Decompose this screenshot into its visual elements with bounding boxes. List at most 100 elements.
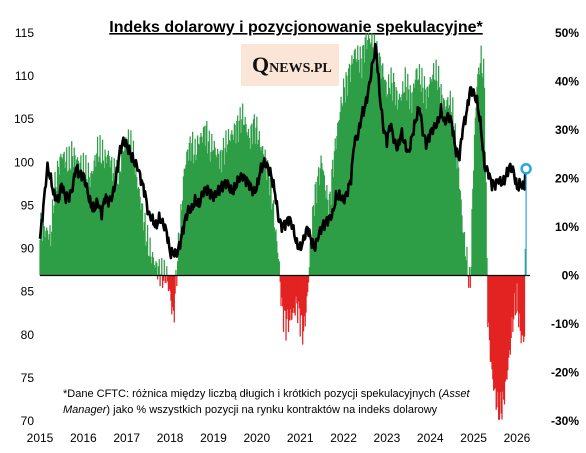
positioning-bar (236, 120, 238, 276)
positioning-bar (70, 170, 72, 276)
positioning-bar (500, 275, 502, 414)
positioning-bar (151, 252, 154, 276)
positioning-bar (332, 177, 335, 276)
positioning-bar (171, 275, 174, 308)
positioning-bar (132, 140, 135, 276)
positioning-bar (206, 120, 208, 276)
positioning-bar (496, 275, 498, 408)
positioning-bar (523, 275, 525, 343)
positioning-bar (259, 146, 261, 276)
positioning-bar (187, 160, 190, 276)
positioning-bar (41, 227, 43, 276)
positioning-bar (138, 188, 140, 276)
positioning-bar (257, 139, 260, 276)
positioning-bar (406, 100, 408, 276)
positioning-bar (196, 154, 198, 276)
positioning-bar (212, 150, 215, 276)
positioning-bar (130, 130, 132, 276)
positioning-bar (286, 275, 288, 320)
positioning-bar (303, 275, 305, 317)
positioning-bar (76, 159, 78, 276)
x-tick-label: 2026 (504, 431, 531, 445)
positioning-bar (222, 150, 224, 276)
positioning-bar (441, 94, 443, 276)
positioning-bar (352, 59, 355, 276)
positioning-bar (451, 115, 453, 276)
positioning-bar (106, 154, 109, 276)
positioning-bar (307, 275, 309, 292)
positioning-bar (468, 275, 470, 288)
positioning-bar (364, 37, 366, 276)
y-axis-right: -30% -20% -10% 0% 10% 20% 30% 40% 50% (551, 26, 579, 428)
positioning-bar (224, 147, 226, 276)
positioning-bar (137, 187, 140, 276)
positioning-bar (448, 105, 451, 276)
positioning-bar (257, 144, 259, 276)
x-tick-label: 2025 (460, 431, 487, 445)
positioning-bar (508, 275, 511, 351)
positioning-bar (437, 90, 439, 276)
positioning-bar (208, 130, 210, 276)
x-tick-label: 2024 (417, 431, 444, 445)
positioning-bar (298, 275, 300, 309)
positioning-bar (71, 141, 73, 276)
positioning-bar (228, 140, 230, 276)
positioning-bar (328, 193, 331, 276)
positioning-bar (258, 131, 260, 276)
positioning-bar (218, 168, 220, 276)
positioning-bar (214, 147, 216, 276)
positioning-bar (343, 87, 346, 276)
positioning-bar (507, 275, 509, 371)
positioning-bar (133, 165, 135, 276)
positioning-bar (345, 72, 347, 276)
positioning-bar (277, 252, 279, 276)
positioning-bar (205, 125, 207, 276)
positioning-bar (302, 275, 305, 332)
positioning-bar (43, 226, 45, 276)
positioning-bar (395, 87, 397, 276)
positioning-bar (145, 245, 147, 276)
positioning-bar (424, 89, 426, 276)
positioning-bar (197, 143, 200, 276)
positioning-bar (389, 94, 391, 276)
positioning-bar (134, 174, 136, 276)
positioning-bar (445, 106, 447, 276)
positioning-bar (285, 275, 287, 341)
footnote: *Dane CFTC: różnica między liczbą długic… (57, 382, 470, 418)
positioning-bar (407, 73, 409, 276)
positioning-bar (418, 64, 421, 276)
positioning-bar (508, 275, 510, 358)
positioning-bar (292, 275, 295, 308)
positioning-bar (473, 134, 476, 276)
positioning-bar (466, 246, 468, 276)
positioning-bar (279, 275, 281, 282)
positioning-bar (55, 186, 57, 276)
positioning-bar (381, 65, 383, 276)
positioning-bar (103, 168, 105, 276)
positioning-bar (247, 128, 250, 276)
positioning-bar (46, 230, 49, 276)
positioning-bar (400, 100, 402, 276)
positioning-bar (83, 179, 85, 276)
positioning-bar (446, 100, 448, 276)
positioning-bar (347, 68, 350, 276)
positioning-bar (106, 163, 108, 276)
positioning-bar (368, 38, 371, 276)
positioning-bar (190, 161, 192, 276)
positioning-bar (289, 275, 291, 310)
y-right-tick-label: 20% (555, 172, 579, 186)
positioning-bar (290, 275, 292, 321)
positioning-bar (397, 109, 399, 276)
positioning-bar (460, 199, 462, 276)
positioning-bar (524, 248, 526, 276)
positioning-bar (53, 205, 55, 276)
positioning-bar (365, 33, 367, 276)
positioning-bar (361, 78, 363, 276)
positioning-bar (39, 240, 41, 276)
positioning-bar (98, 156, 100, 276)
positioning-bar (225, 130, 227, 276)
positioning-bar (213, 140, 215, 276)
positioning-bar (513, 275, 516, 294)
positioning-bar (439, 106, 441, 276)
positioning-bar (426, 87, 428, 276)
